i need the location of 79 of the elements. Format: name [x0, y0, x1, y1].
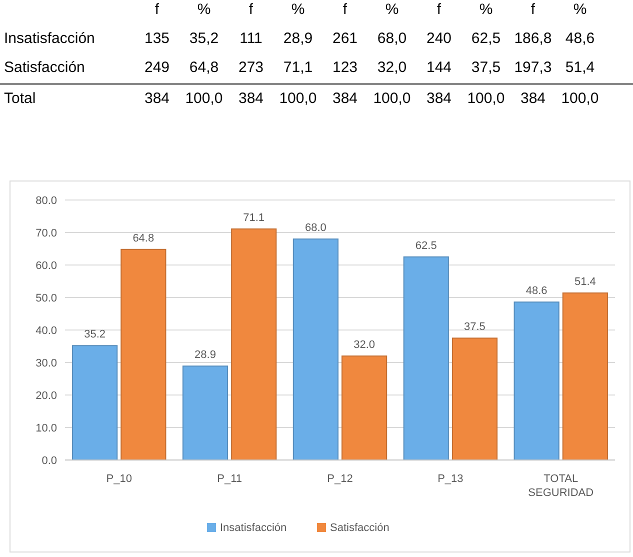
- bar: [562, 292, 608, 460]
- y-tick-label: 80.0: [36, 195, 57, 207]
- text: 37,5: [471, 59, 501, 76]
- text: 197,3: [514, 59, 552, 76]
- bar: [342, 356, 388, 460]
- bar: [292, 238, 338, 460]
- data-label: 68.0: [304, 222, 326, 234]
- category-label: %: [573, 1, 587, 18]
- text: 68,0: [377, 30, 407, 47]
- bar: [120, 248, 166, 460]
- text: 144: [426, 59, 452, 76]
- y-tick-label: 50.0: [36, 292, 57, 304]
- data-label: 71.1: [243, 212, 265, 224]
- data-label: 48.6: [526, 285, 548, 298]
- y-tick-label: 10.0: [36, 422, 57, 434]
- text: 384: [426, 90, 452, 107]
- text: 100,0: [373, 90, 411, 107]
- y-tick-label: 70.0: [36, 228, 57, 240]
- text: 100,0: [185, 90, 223, 107]
- text: 123: [332, 59, 358, 76]
- category-label: %: [479, 1, 493, 18]
- text: 71,1: [283, 59, 313, 76]
- text: 135: [144, 30, 170, 47]
- y-tick-label: 40.0: [36, 325, 57, 337]
- data-label: 64.8: [132, 232, 154, 244]
- legend-label: Insatisfacción: [220, 522, 287, 534]
- bar: [403, 256, 449, 460]
- category-label: Total: [4, 90, 36, 107]
- text: 64,8: [189, 59, 219, 76]
- text: 249: [144, 59, 170, 76]
- text: 240: [426, 30, 452, 47]
- text: 35,2: [189, 30, 219, 47]
- text: 100,0: [561, 90, 599, 107]
- category-label: f: [530, 1, 536, 18]
- x-tick-label: TOTAL SEGURIDAD: [528, 473, 594, 499]
- text: 186,8: [514, 30, 552, 47]
- text: 384: [144, 90, 170, 107]
- data-label: 32.0: [354, 339, 376, 351]
- legend-label: Satisfacción: [330, 522, 390, 534]
- x-tick-label: P_11: [217, 473, 242, 485]
- text: 384: [238, 90, 264, 107]
- category-label: f: [248, 1, 254, 18]
- bar: [514, 302, 560, 460]
- y-tick-label: 30.0: [36, 358, 57, 370]
- bar: [231, 228, 277, 460]
- bar: [72, 345, 118, 460]
- category-label: %: [291, 1, 305, 18]
- text: 261: [332, 30, 358, 47]
- data-label: 51.4: [574, 276, 596, 288]
- category-label: f: [436, 1, 442, 18]
- text: 100,0: [467, 90, 505, 107]
- y-tick-label: 20.0: [36, 390, 57, 402]
- category-label: %: [385, 1, 399, 18]
- category-label: Satisfacción: [4, 59, 85, 76]
- text: 32,0: [377, 59, 407, 76]
- category-label: f: [154, 1, 160, 18]
- x-tick-label: P_12: [327, 473, 353, 485]
- category-label: %: [197, 1, 211, 18]
- text: 100,0: [279, 90, 317, 107]
- data-label: 28.9: [194, 349, 216, 362]
- text: 48,6: [565, 30, 595, 47]
- text: 62,5: [471, 30, 501, 47]
- text: 384: [332, 90, 358, 107]
- x-tick-label: P_13: [438, 473, 464, 485]
- text: 273: [238, 59, 264, 76]
- y-tick-label: 60.0: [36, 260, 57, 272]
- text: 111: [240, 30, 262, 47]
- category-label: Insatisfacción: [4, 30, 95, 47]
- data-label: 37.5: [464, 321, 486, 334]
- data-label: 62.5: [415, 240, 437, 252]
- category-label: f: [342, 1, 348, 18]
- text: 384: [520, 90, 546, 107]
- text: 51,4: [565, 59, 595, 76]
- y-tick-label: 0.0: [42, 455, 57, 467]
- data-label: 35.2: [84, 328, 106, 341]
- bar: [452, 338, 498, 460]
- x-tick-label: P_10: [106, 473, 132, 485]
- bar: [182, 366, 228, 460]
- text: 28,9: [283, 30, 313, 47]
